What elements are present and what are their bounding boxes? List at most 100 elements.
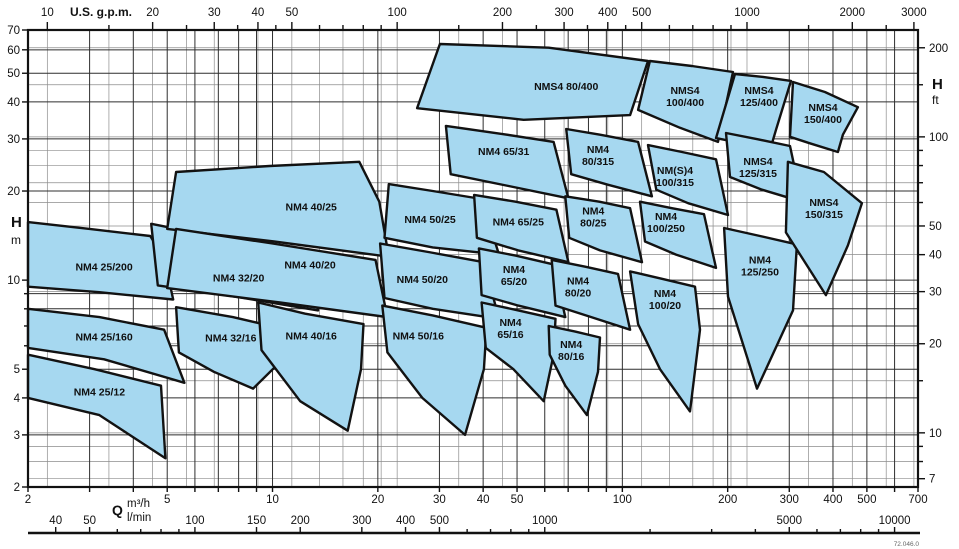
lmin-axis-tick-label: 500	[430, 515, 449, 527]
right-axis-unit: ft	[932, 93, 939, 107]
pump-region	[636, 59, 735, 144]
pump-region-label: 125/250	[741, 267, 779, 279]
bottom-axis-tick-label: 100	[613, 494, 632, 506]
lmin-axis-tick-label: 300	[352, 515, 371, 527]
right-axis-tick-label: 50	[929, 221, 942, 233]
q-axis-unit-lmin: l/min	[127, 512, 151, 524]
right-axis-tick-label: 30	[929, 287, 942, 299]
pump-region	[788, 80, 860, 154]
bottom-axis-tick-label: 300	[780, 494, 799, 506]
pump-region-label: 150/315	[805, 209, 843, 221]
lmin-axis-tick-label: 5000	[776, 515, 802, 527]
bottom-axis-tick-label: 400	[823, 494, 842, 506]
top-axis-tick-label: 100	[388, 7, 407, 19]
pump-region-label: NMS4 80/400	[534, 81, 598, 93]
pump-region-label: NM4	[567, 276, 589, 288]
left-axis-unit: m	[11, 233, 21, 247]
right-axis-title: H	[932, 76, 943, 93]
left-axis-tick-label: 40	[7, 97, 20, 109]
plot-border	[26, 28, 920, 489]
pump-region-label: 80/315	[582, 156, 614, 168]
pump-region-label: 80/20	[565, 288, 591, 300]
pump-region-label: NMS4	[809, 197, 838, 209]
pump-region-label: NM4 25/200	[75, 262, 132, 274]
pump-region-label: NM(S)4	[657, 165, 693, 177]
pump-region	[257, 301, 365, 432]
pump-region	[714, 72, 793, 152]
top-axis-tick-label: 20	[146, 7, 159, 19]
left-axis-tick-label: 5	[14, 364, 20, 376]
pump-region-label: NM4 65/25	[493, 216, 545, 228]
pump-region-label: NM4 50/25	[404, 214, 456, 226]
bottom-axis-tick-label: 2	[25, 494, 31, 506]
top-axis-tick-label: 200	[493, 7, 512, 19]
top-axis-tick-label: 50	[285, 7, 298, 19]
pump-region-label: 80/25	[580, 218, 606, 230]
pump-region-label: 100/250	[647, 223, 685, 235]
left-axis-title: H	[11, 214, 22, 231]
pump-region-label: 80/16	[558, 351, 584, 363]
pump-region-label: 100/400	[666, 97, 704, 109]
left-axis-tick-label: 3	[14, 430, 20, 442]
pump-region-label: NM4 65/31	[478, 146, 530, 158]
top-axis-tick-label: 3000	[901, 7, 927, 19]
pump-region-label: 100/20	[649, 300, 681, 312]
pump-region-label: NM4 40/25	[286, 202, 338, 214]
pump-region-label: NM4	[582, 206, 604, 218]
pump-region-label: NM4	[587, 144, 609, 156]
lmin-axis-tick-label: 1000	[532, 515, 558, 527]
pump-region-label: 65/20	[501, 276, 527, 288]
left-axis-tick-label: 50	[7, 68, 20, 80]
pump-region	[550, 258, 632, 331]
pump-region-label: NM4	[654, 288, 676, 300]
pump-region-label: NMS4	[743, 156, 772, 168]
top-axis-tick-label: 30	[208, 7, 221, 19]
pump-region	[415, 42, 650, 121]
drawing-code: 72.046.0	[894, 541, 920, 548]
pump-region	[477, 247, 567, 319]
pump-region-label: NM4 50/16	[393, 330, 445, 342]
pump-region	[722, 226, 799, 390]
lmin-axis-tick-label: 100	[185, 515, 204, 527]
pump-region	[547, 324, 602, 417]
pump-region-labels: NM4 25/200 NM4 25/160 NM4 25/12 NM4 32/20 NM…	[74, 81, 843, 399]
pump-region-label: NM4 32/20	[213, 273, 265, 285]
right-axis-tick-label: 100	[929, 132, 948, 144]
pump-region-label: 125/315	[739, 168, 777, 180]
pump-region	[638, 200, 718, 270]
lmin-axis-tick-label: 40	[49, 515, 62, 527]
top-axis-tick-label: 40	[252, 7, 265, 19]
bottom-axis-tick-label: 50	[511, 494, 524, 506]
left-axis-tick-label: 10	[7, 275, 20, 287]
lmin-axis-tick-label: 200	[291, 515, 310, 527]
pump-region	[784, 160, 864, 297]
left-axis-tick-label: 70	[7, 25, 20, 37]
left-axis-tick-label: 60	[7, 45, 20, 57]
top-axis-tick-label: 1000	[734, 7, 760, 19]
lmin-axis-tick-label: 10000	[879, 515, 911, 527]
right-axis-tick-label: 10	[929, 428, 942, 440]
q-axis-unit-m3h: m³/h	[127, 498, 150, 510]
right-axis-tick-label: 40	[929, 250, 942, 262]
right-axis-tick-label: 20	[929, 339, 942, 351]
pump-region	[628, 270, 702, 413]
pump-region-label: NMS4	[670, 85, 699, 97]
pump-region	[646, 143, 730, 217]
top-axis-tick-label: 10	[41, 7, 54, 19]
left-axis-tick-label: 4	[14, 393, 21, 405]
top-axis-tick-label: 400	[598, 7, 617, 19]
lmin-axis-tick-label: 400	[396, 515, 415, 527]
pump-region-label: NM4 25/160	[75, 331, 132, 343]
pump-region-label: 65/16	[497, 329, 523, 341]
left-axis-tick-label: 2	[14, 482, 20, 494]
right-axis-tick-label: 200	[929, 43, 948, 55]
right-axis-tick-label: 7	[929, 474, 935, 486]
top-axis-tick-label: 300	[554, 7, 573, 19]
bottom-axis-tick-label: 20	[371, 494, 384, 506]
lmin-axis-tick-label: 150	[247, 515, 266, 527]
bottom-axis-tick-label: 5	[164, 494, 170, 506]
pump-region-label: NM4	[503, 264, 525, 276]
pump-region-label: 100/315	[656, 177, 694, 189]
pump-region	[564, 195, 644, 264]
